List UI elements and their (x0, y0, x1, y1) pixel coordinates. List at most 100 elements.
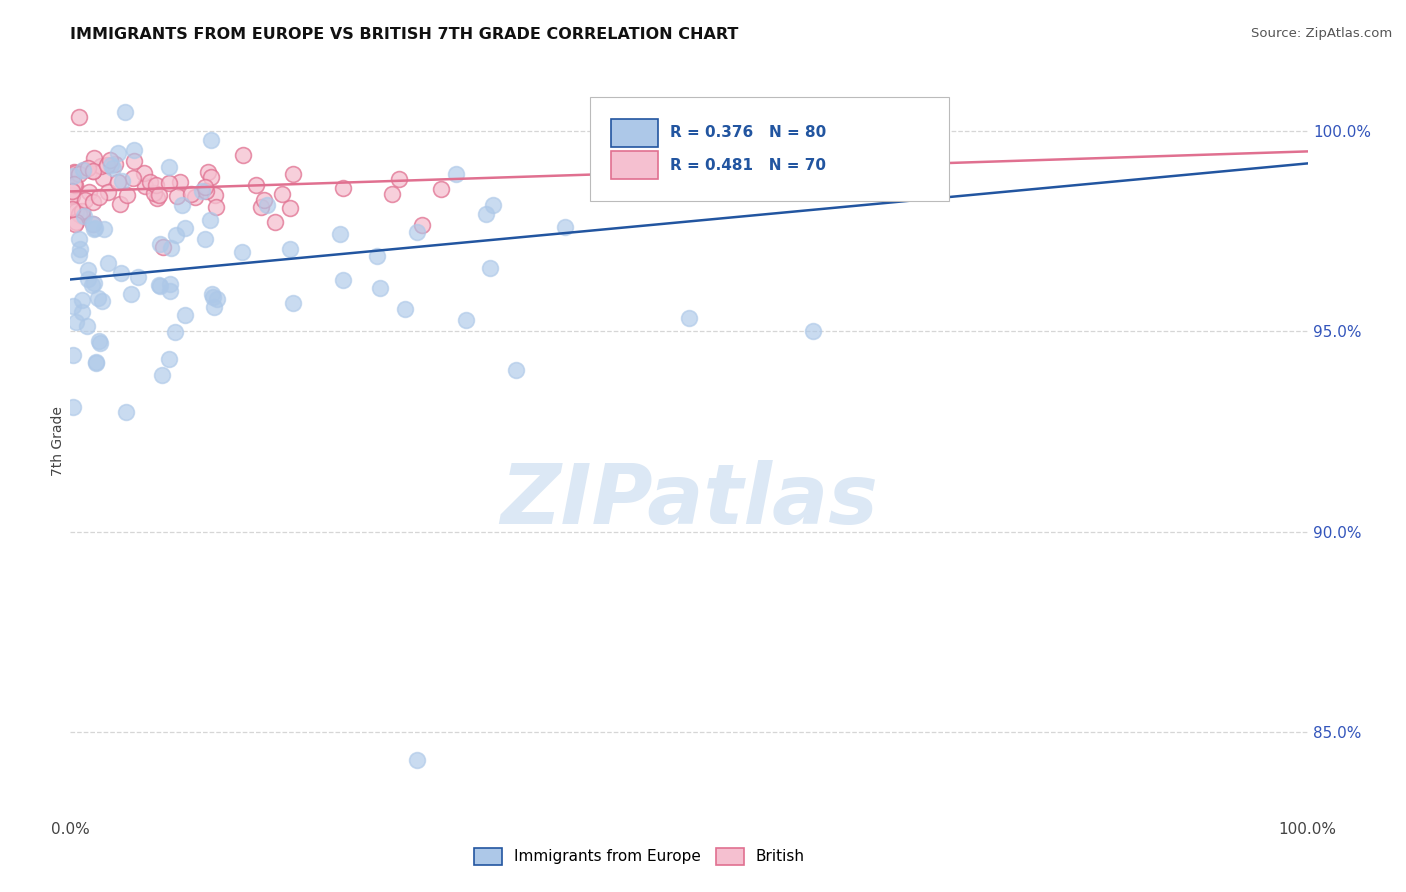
Point (148, 278, 170, 293)
Point (146, 191, 169, 205)
Point (100, 158, 122, 172)
Point (90, 294, 112, 309)
Point (252, 193, 274, 207)
Point (87, 334, 110, 348)
FancyBboxPatch shape (591, 97, 949, 201)
Point (77, 186, 100, 200)
Point (478, 261, 501, 276)
Point (200, 213, 222, 227)
Point (231, 245, 253, 260)
Point (152, 368, 174, 382)
Text: IMMIGRANTS FROM EUROPE VS BRITISH 7TH GRADE CORRELATION CHART: IMMIGRANTS FROM EUROPE VS BRITISH 7TH GR… (70, 27, 738, 42)
Point (200, 169, 222, 184)
Point (132, 166, 155, 180)
Point (67, 167, 90, 181)
Point (67, 232, 90, 246)
Point (89, 336, 111, 351)
Text: R = 0.481   N = 70: R = 0.481 N = 70 (671, 158, 827, 173)
Text: Source: ZipAtlas.com: Source: ZipAtlas.com (1251, 27, 1392, 40)
Point (801, 325, 824, 339)
Point (91, 170, 114, 185)
Point (388, 171, 411, 186)
Point (122, 154, 145, 169)
Point (405, 225, 427, 239)
Point (82, 163, 104, 178)
Point (165, 227, 187, 242)
Point (263, 214, 285, 228)
Point (111, 174, 134, 188)
Point (84, 221, 107, 235)
Point (77, 161, 100, 175)
Point (166, 189, 188, 203)
Point (201, 286, 224, 301)
Point (114, 104, 136, 119)
Point (271, 187, 294, 202)
Point (145, 178, 167, 192)
Point (73, 209, 96, 223)
Point (256, 198, 278, 212)
Point (62, 299, 84, 313)
Point (84, 356, 107, 370)
Point (83, 276, 105, 290)
Point (63, 217, 86, 231)
Point (76, 271, 98, 285)
Point (83, 222, 105, 236)
Point (62, 348, 84, 362)
Point (77, 263, 100, 277)
Point (115, 188, 138, 202)
Point (65, 314, 87, 328)
Legend: Immigrants from Europe, British: Immigrants from Europe, British (468, 842, 811, 871)
Point (60, 202, 83, 216)
Point (97, 185, 120, 199)
Point (157, 352, 180, 367)
Point (169, 175, 191, 189)
Point (96, 158, 118, 172)
Point (152, 240, 174, 254)
Point (157, 177, 180, 191)
Point (205, 201, 228, 215)
Point (138, 175, 160, 189)
Point (70, 204, 93, 219)
Point (332, 273, 354, 287)
Point (430, 182, 453, 196)
Point (332, 181, 354, 195)
Point (63, 177, 86, 191)
Point (89, 190, 111, 204)
Point (678, 310, 700, 325)
Point (65, 215, 87, 229)
Point (97, 256, 120, 270)
FancyBboxPatch shape (612, 119, 658, 147)
Point (87, 292, 110, 306)
Point (65, 178, 87, 192)
Point (174, 309, 197, 323)
Point (194, 232, 217, 246)
Point (110, 266, 132, 280)
Point (107, 145, 129, 160)
Point (207, 292, 229, 306)
Point (115, 404, 138, 418)
Point (108, 196, 131, 211)
Point (60, 188, 83, 202)
Point (231, 148, 253, 162)
Point (456, 313, 478, 327)
Point (278, 243, 301, 257)
Point (157, 161, 180, 175)
Point (194, 184, 217, 198)
Point (72, 305, 94, 319)
Y-axis label: 7th Grade: 7th Grade (51, 407, 65, 476)
FancyBboxPatch shape (612, 152, 658, 179)
Point (554, 219, 576, 234)
Point (190, 184, 212, 198)
Point (93, 222, 115, 236)
Point (82, 218, 104, 232)
Point (83, 151, 105, 165)
Point (65, 166, 87, 180)
Point (174, 221, 197, 235)
Point (159, 284, 181, 298)
Point (366, 249, 388, 263)
Point (70, 209, 93, 223)
Point (82, 195, 104, 210)
Point (281, 167, 304, 181)
Point (98, 153, 121, 167)
Point (148, 279, 170, 293)
